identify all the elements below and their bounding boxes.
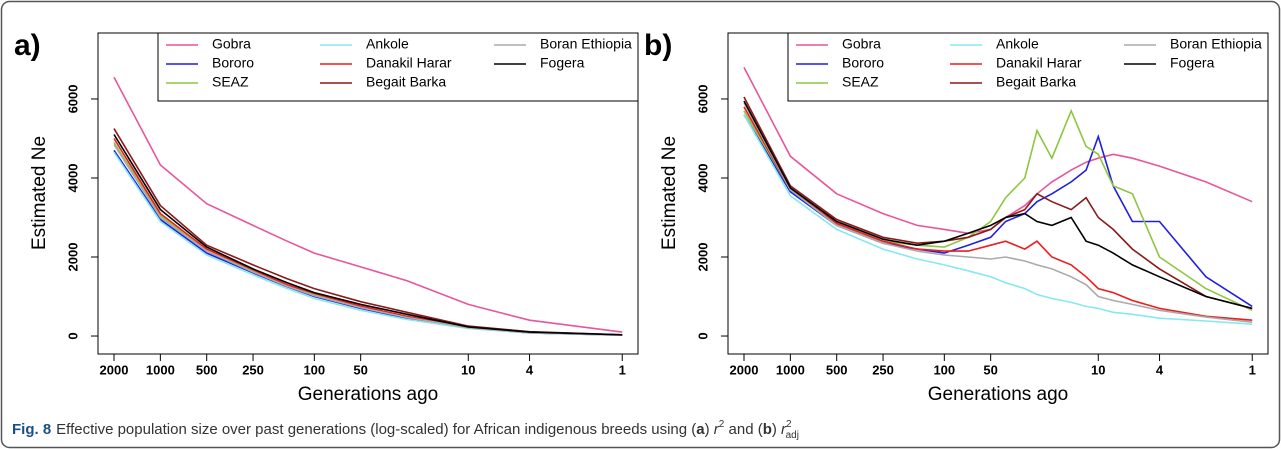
x-tick-label: 50: [353, 362, 367, 377]
x-tick-label: 250: [872, 362, 894, 377]
x-tick-label: 500: [196, 362, 218, 377]
legend-label: Ankole: [996, 36, 1039, 52]
caption-label: Fig. 8: [12, 421, 51, 438]
legend-label: Ankole: [366, 36, 409, 52]
legend-box: [157, 32, 639, 102]
series-line: [743, 96, 1253, 310]
legend-box: [787, 32, 1269, 102]
x-tick-label: 50: [983, 362, 997, 377]
legend-label: SEAZ: [212, 74, 249, 90]
x-tick-label: 4: [1156, 362, 1164, 377]
series-line: [743, 102, 1253, 323]
legend-label: Bororo: [212, 55, 254, 71]
x-tick-label: 1000: [146, 362, 175, 377]
y-tick-label: 2000: [65, 243, 80, 272]
x-tick-label: 250: [242, 362, 264, 377]
panel-label: a): [14, 29, 41, 62]
x-tick-label: 10: [1091, 362, 1105, 377]
x-tick-label: 10: [461, 362, 475, 377]
y-tick-label: 6000: [695, 85, 710, 114]
series-line: [113, 76, 623, 333]
x-axis-label: Generations ago: [928, 384, 1069, 405]
legend-label: Gobra: [212, 36, 251, 52]
legend-label: Fogera: [540, 55, 585, 71]
series-line: [113, 134, 623, 336]
caption-text: Effective population size over past gene…: [56, 421, 696, 438]
y-tick-label: 0: [65, 332, 80, 339]
y-tick-label: 2000: [695, 243, 710, 272]
y-axis-label: Estimated Ne: [659, 136, 680, 250]
caption-text: r: [781, 421, 787, 438]
caption-text: 2: [719, 419, 725, 430]
legend-label: Danakil Harar: [366, 55, 452, 71]
panel-label: b): [644, 29, 672, 62]
series-line: [113, 128, 623, 336]
legend-label: Gobra: [842, 36, 881, 52]
legend-label: SEAZ: [842, 74, 879, 90]
caption-text: b: [763, 421, 772, 438]
legend-label: Begait Barka: [996, 74, 1076, 90]
y-tick-label: 4000: [695, 164, 710, 193]
x-tick-label: 500: [826, 362, 848, 377]
y-axis-label: Estimated Ne: [29, 136, 50, 250]
caption-text: and (: [724, 421, 762, 438]
x-tick-label: 1: [1249, 362, 1256, 377]
legend-label: Begait Barka: [366, 74, 446, 90]
caption-text: r: [714, 421, 720, 438]
y-tick-label: 4000: [65, 164, 80, 193]
caption-text: 2: [786, 419, 792, 430]
legend-label: Danakil Harar: [996, 55, 1082, 71]
caption: Fig. 8 Effective population size over pas…: [12, 419, 799, 441]
series-line: [743, 106, 1253, 321]
series-line: [743, 114, 1253, 325]
x-tick-label: 4: [526, 362, 534, 377]
x-axis-label: Generations ago: [298, 384, 439, 405]
caption-text: adj: [786, 430, 799, 441]
legend-label: Fogera: [1170, 55, 1215, 71]
x-tick-label: 100: [303, 362, 325, 377]
y-tick-label: 0: [695, 332, 710, 339]
caption-text: ): [772, 421, 781, 438]
x-tick-label: 2000: [100, 362, 129, 377]
series-line: [743, 100, 1253, 310]
y-tick-label: 6000: [65, 85, 80, 114]
series-line: [743, 67, 1253, 235]
x-tick-label: 2000: [730, 362, 759, 377]
x-tick-label: 1: [619, 362, 626, 377]
legend-label: Boran Ethiopia: [540, 36, 632, 52]
legend-label: Bororo: [842, 55, 884, 71]
x-tick-label: 1000: [776, 362, 805, 377]
x-tick-label: 100: [933, 362, 955, 377]
caption-text: a: [696, 421, 705, 438]
caption-text: ): [705, 421, 714, 438]
legend-label: Boran Ethiopia: [1170, 36, 1262, 52]
